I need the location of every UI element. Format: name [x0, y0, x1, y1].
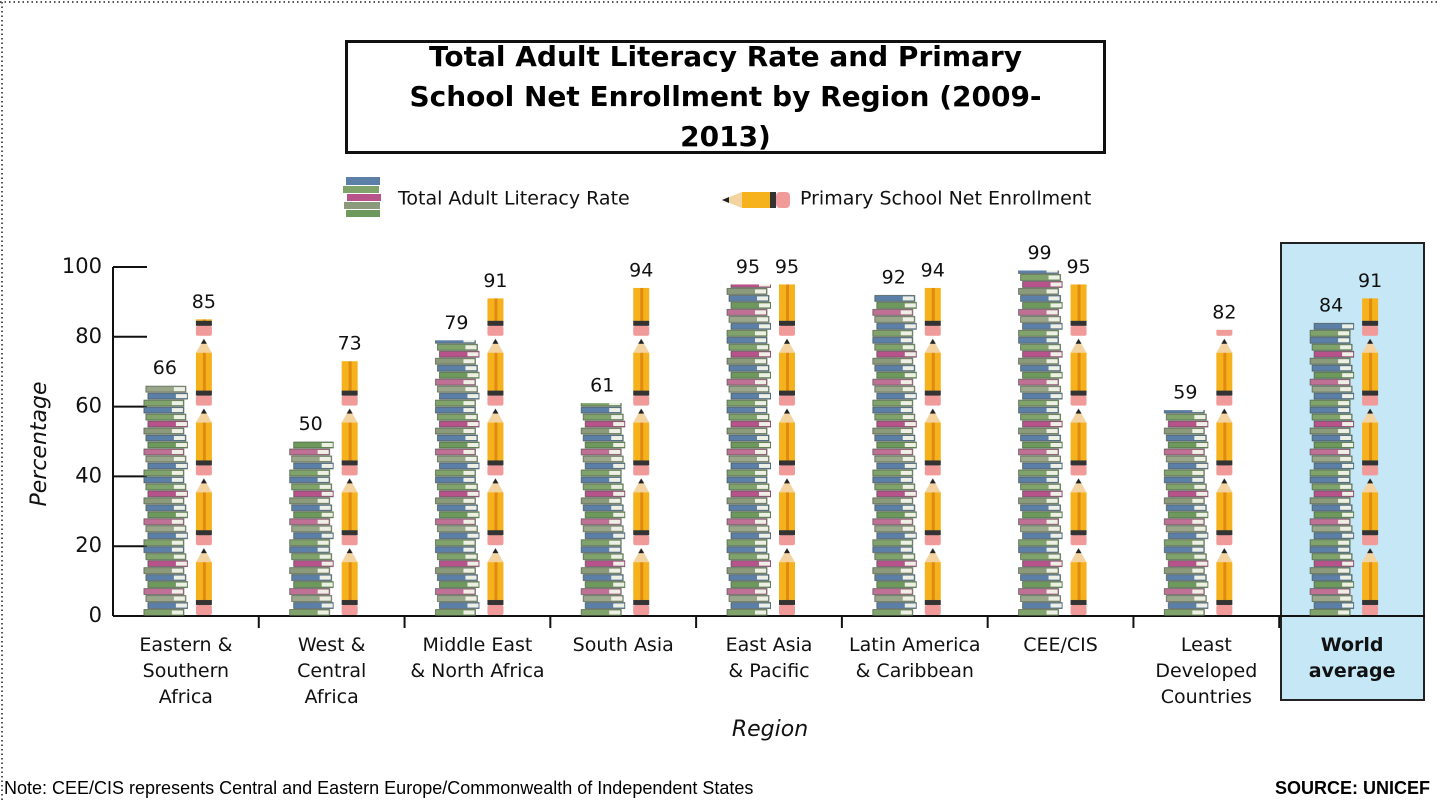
value-label: 66: [153, 357, 177, 379]
book-bar: [287, 441, 334, 616]
x-tick-label: CEE/CIS: [1023, 634, 1098, 656]
y-tick-label: 100: [62, 254, 102, 278]
y-tick-label: 80: [75, 324, 102, 348]
pencil-bar: [340, 361, 359, 616]
value-label: 95: [1066, 256, 1090, 278]
value-label: 50: [299, 413, 323, 435]
pencil-bar: [1215, 329, 1234, 616]
x-tick-label: Least Developed Countries: [1155, 634, 1258, 708]
value-label: 91: [483, 270, 507, 292]
value-label: 59: [1173, 382, 1197, 404]
book-bar: [725, 284, 771, 616]
value-label: 73: [338, 333, 362, 355]
book-bar: [579, 403, 626, 616]
y-tick-label: 20: [75, 533, 102, 557]
source: SOURCE: UNICEF: [1274, 778, 1430, 798]
pencil-bar: [632, 287, 651, 616]
value-label: 94: [629, 259, 653, 281]
value-label: 99: [1027, 242, 1051, 264]
y-tick-label: 40: [75, 463, 102, 487]
x-axis-label: Region: [732, 717, 808, 742]
book-bar: [870, 294, 917, 616]
book-bar: [141, 385, 188, 616]
value-label: 95: [775, 256, 799, 278]
pencil-bar: [923, 287, 942, 616]
x-tick-label: Latin America & Caribbean: [849, 634, 981, 682]
y-tick-label: 0: [89, 603, 102, 627]
pencil-bar: [194, 319, 213, 616]
book-bar: [1162, 410, 1209, 616]
pencil-bar: [778, 284, 796, 616]
value-label: 61: [590, 375, 614, 397]
pencil-bar: [1069, 284, 1088, 616]
x-tick-label: Eastern & Southern Africa: [139, 634, 233, 708]
book-bar: [1308, 322, 1355, 616]
x-tick-label: World average: [1308, 634, 1396, 682]
value-label: 91: [1358, 270, 1382, 292]
pencil-bar: [1361, 298, 1380, 616]
y-axis-label: Percentage: [27, 381, 52, 506]
value-label: 79: [444, 312, 468, 334]
value-label: 94: [921, 259, 945, 281]
x-tick-label: Middle East & North Africa: [410, 634, 545, 682]
x-tick-label: West & Central Africa: [297, 634, 367, 708]
x-tick-label: East Asia & Pacific: [725, 634, 813, 682]
value-label: 85: [192, 291, 216, 313]
chart-title: Total Adult Literacy Rate and Primary Sc…: [345, 40, 1106, 154]
book-bar: [433, 340, 480, 616]
book-bar: [1016, 270, 1063, 616]
legend-label: Primary School Net Enrollment: [800, 188, 1091, 210]
legend-label: Total Adult Literacy Rate: [397, 188, 630, 210]
legend-pencil-icon: [722, 192, 790, 208]
value-label: 84: [1319, 294, 1343, 316]
note: Note: CEE/CIS represents Central and Eas…: [4, 778, 754, 798]
value-label: 82: [1212, 301, 1236, 323]
value-label: 92: [882, 266, 906, 288]
pencil-bar: [486, 298, 505, 616]
value-label: 95: [736, 256, 760, 278]
y-tick-label: 60: [75, 394, 102, 418]
legend-books-icon: [343, 177, 381, 217]
x-tick-label: South Asia: [572, 634, 674, 656]
highlight-box: [1280, 242, 1425, 701]
